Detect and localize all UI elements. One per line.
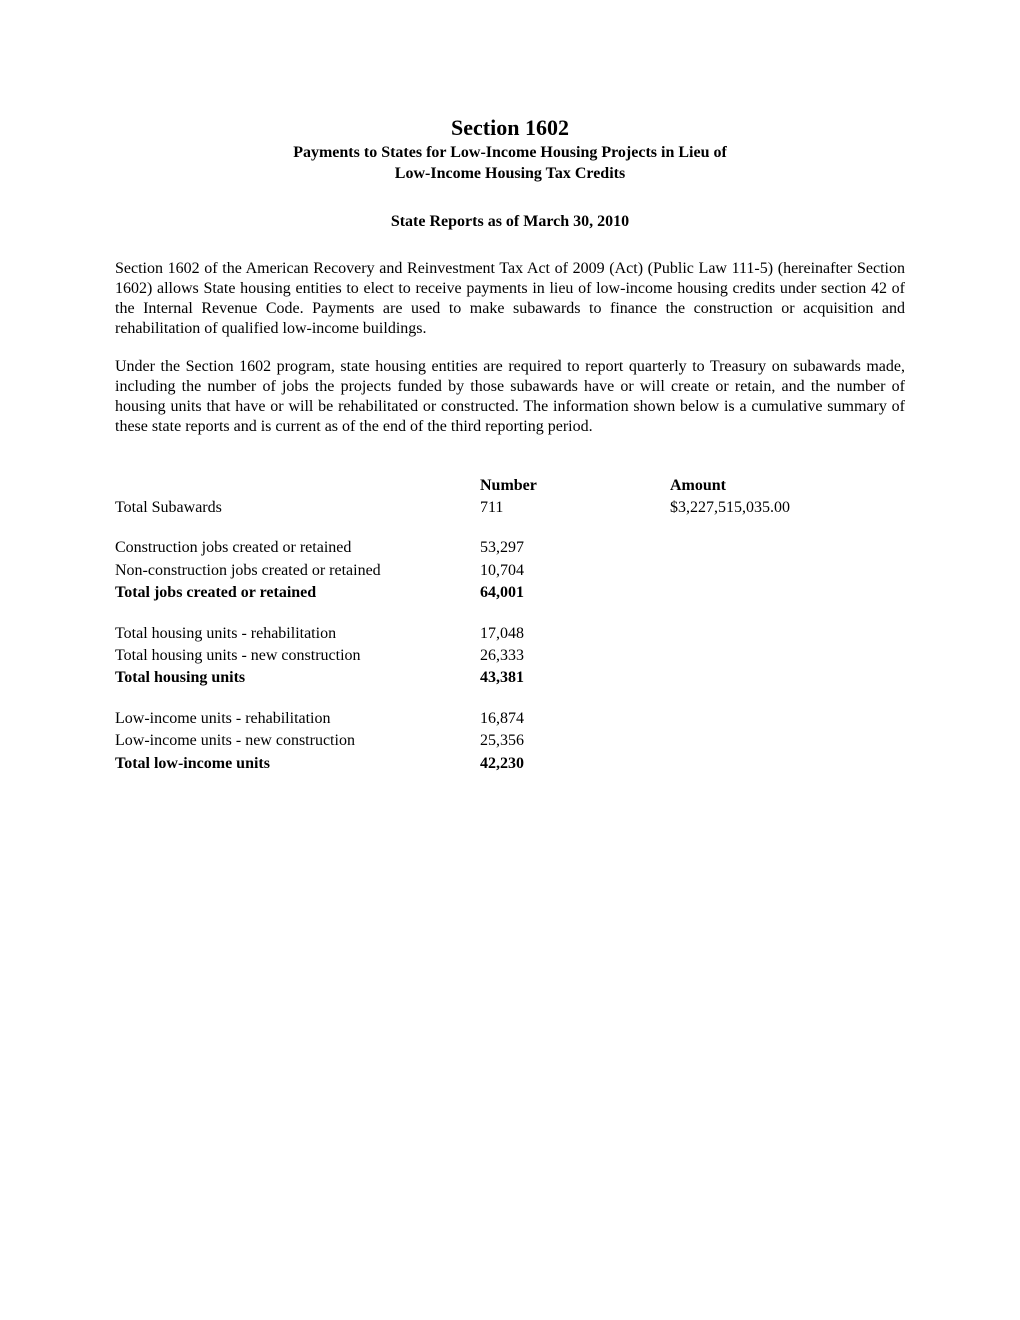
number-non-construction-jobs: 10,704 xyxy=(480,560,670,582)
label-housing-new: Total housing units - new construction xyxy=(115,645,480,667)
row-total-subawards: Total Subawards 711 $3,227,515,035.00 xyxy=(115,497,905,519)
label-lowincome-total: Total low-income units xyxy=(115,753,480,775)
number-housing-total: 43,381 xyxy=(480,667,670,689)
number-housing-rehab: 17,048 xyxy=(480,623,670,645)
subtitle-line-1: Payments to States for Low-Income Housin… xyxy=(293,144,727,161)
row-total-jobs: Total jobs created or retained 64,001 xyxy=(115,582,905,604)
intro-paragraph-1: Section 1602 of the American Recovery an… xyxy=(115,259,905,339)
number-lowincome-total: 42,230 xyxy=(480,753,670,775)
intro-paragraph-2: Under the Section 1602 program, state ho… xyxy=(115,357,905,437)
row-housing-rehab: Total housing units - rehabilitation 17,… xyxy=(115,623,905,645)
label-total-jobs: Total jobs created or retained xyxy=(115,582,480,604)
label-total-subawards: Total Subawards xyxy=(115,497,480,519)
row-lowincome-rehab: Low-income units - rehabilitation 16,874 xyxy=(115,708,905,730)
row-non-construction-jobs: Non-construction jobs created or retaine… xyxy=(115,560,905,582)
number-total-subawards: 711 xyxy=(480,497,670,519)
label-construction-jobs: Construction jobs created or retained xyxy=(115,537,480,559)
row-construction-jobs: Construction jobs created or retained 53… xyxy=(115,537,905,559)
amount-total-subawards: $3,227,515,035.00 xyxy=(670,497,905,519)
label-lowincome-new: Low-income units - new construction xyxy=(115,730,480,752)
label-housing-total: Total housing units xyxy=(115,667,480,689)
number-lowincome-new: 25,356 xyxy=(480,730,670,752)
label-non-construction-jobs: Non-construction jobs created or retaine… xyxy=(115,560,480,582)
number-lowincome-rehab: 16,874 xyxy=(480,708,670,730)
number-housing-new: 26,333 xyxy=(480,645,670,667)
number-total-jobs: 64,001 xyxy=(480,582,670,604)
row-lowincome-new: Low-income units - new construction 25,3… xyxy=(115,730,905,752)
row-housing-total: Total housing units 43,381 xyxy=(115,667,905,689)
row-housing-new: Total housing units - new construction 2… xyxy=(115,645,905,667)
document-subtitle: Payments to States for Low-Income Housin… xyxy=(115,143,905,185)
header-amount: Amount xyxy=(670,475,905,497)
document-title: Section 1602 xyxy=(115,115,905,141)
header-blank xyxy=(115,475,480,497)
label-housing-rehab: Total housing units - rehabilitation xyxy=(115,623,480,645)
header-number: Number xyxy=(480,475,670,497)
label-lowincome-rehab: Low-income units - rehabilitation xyxy=(115,708,480,730)
summary-data-table: Number Amount Total Subawards 711 $3,227… xyxy=(115,475,905,775)
number-construction-jobs: 53,297 xyxy=(480,537,670,559)
table-header-row: Number Amount xyxy=(115,475,905,497)
report-date-heading: State Reports as of March 30, 2010 xyxy=(115,213,905,231)
subtitle-line-2: Low-Income Housing Tax Credits xyxy=(395,165,625,182)
row-lowincome-total: Total low-income units 42,230 xyxy=(115,753,905,775)
